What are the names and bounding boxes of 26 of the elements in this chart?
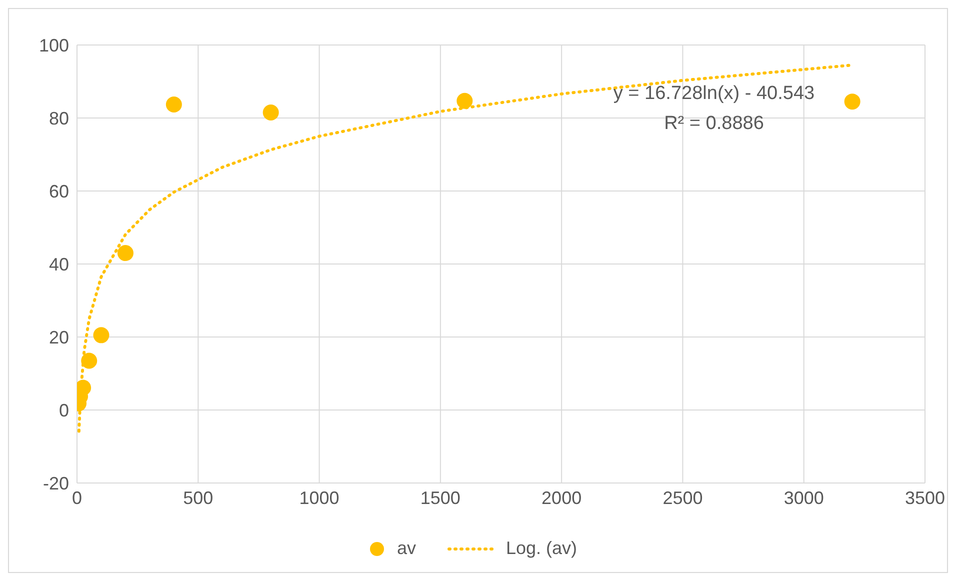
x-tick-label: 3000: [784, 488, 824, 508]
point: [262, 104, 279, 121]
x-tick-label: 1500: [420, 488, 460, 508]
point: [81, 352, 98, 369]
legend-label: av: [396, 538, 416, 559]
point: [456, 92, 473, 109]
x-tick-label: 0: [72, 488, 82, 508]
y-tick-label: 20: [48, 327, 69, 348]
y-tick-label: -20: [42, 473, 69, 494]
y-tick-label: 40: [48, 254, 69, 274]
annotation: R² = 0.8886: [663, 112, 765, 136]
y-tick-label: 80: [48, 108, 69, 128]
point: [117, 245, 134, 262]
y-tick-label: 0: [58, 400, 69, 420]
x-tick-label: 3500: [904, 488, 946, 508]
point: [844, 94, 860, 110]
point: [93, 327, 110, 344]
y-tick-label: 60: [48, 181, 69, 202]
x-tick-label: 1000: [299, 488, 340, 508]
legend-label: Log. (av): [506, 538, 578, 559]
x-tick-label: 2500: [662, 488, 703, 508]
x-tick-label: 500: [183, 488, 214, 508]
point: [166, 96, 182, 112]
y-tick-label: 100: [38, 35, 69, 56]
annotation: y = 16.728ln(x) - 40.543: [612, 82, 816, 106]
x-tick-label: 2000: [542, 488, 582, 508]
